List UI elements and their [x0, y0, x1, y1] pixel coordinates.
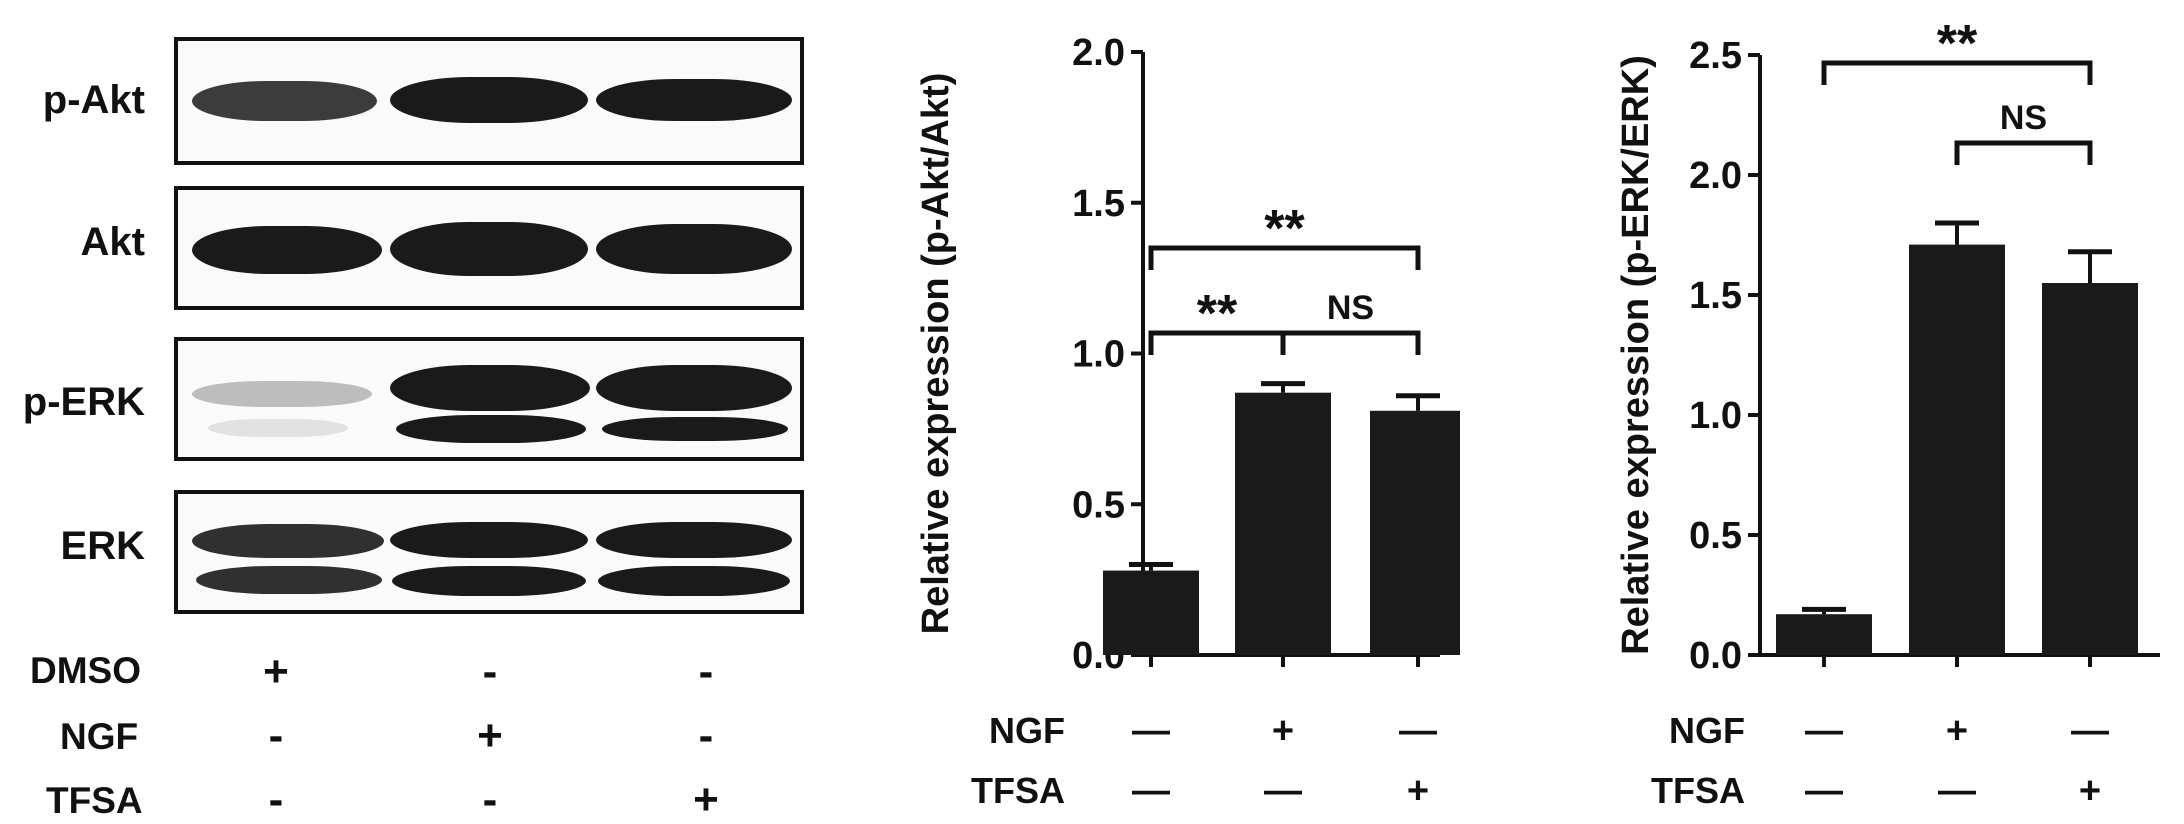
blot-label-p-akt: p-Akt	[42, 78, 145, 122]
blot-band	[392, 566, 586, 596]
y-tick-label: 2.0	[1689, 155, 1742, 197]
blot-band	[192, 381, 372, 407]
blot-band	[390, 365, 590, 411]
blot-band	[596, 522, 792, 558]
blot-label-erk: ERK	[60, 524, 145, 568]
blot-panel-p-erk	[174, 337, 804, 461]
blot-mark: -	[268, 775, 284, 824]
condition-label: TFSA	[1651, 770, 1745, 811]
y-tick-label: 1.0	[1689, 395, 1742, 437]
blot-band	[208, 419, 348, 437]
blot-mark: -	[698, 647, 714, 696]
blot-mark: +	[693, 775, 719, 824]
blot-mark: -	[698, 711, 714, 760]
y-tick-label: 1.5	[1072, 183, 1125, 225]
blot-mark: -	[268, 711, 284, 760]
blot-label-p-erk: p-ERK	[22, 380, 145, 424]
y-axis-label: Relative expression (p-Akt/Akt)	[915, 73, 957, 635]
significance-label: **	[1937, 15, 1978, 73]
blot-band	[192, 81, 377, 121]
blot-condition-tfsa: TFSA	[46, 780, 143, 821]
blot-mark: -	[482, 775, 498, 824]
blot-band	[390, 222, 588, 276]
blot-condition-dmso: DMSO	[30, 650, 141, 691]
blot-label-akt: Akt	[80, 220, 145, 264]
y-axis-label: Relative expression (p-ERK/ERK)	[1615, 55, 1657, 655]
bar-chart-p-erk: Relative expression (p-ERK/ERK) 0.0 0.5 1.0…	[1615, 15, 2160, 812]
condition-label: TFSA	[971, 770, 1065, 811]
bar-chart-p-akt: Relative expression (p-Akt/Akt)0.00.51.0…	[915, 32, 1460, 812]
y-tick-label: 0.5	[1689, 515, 1742, 557]
blot-band	[192, 226, 382, 274]
condition-mark: —	[1399, 710, 1437, 752]
blot-panel-akt	[174, 186, 804, 310]
significance-label: NS	[1327, 289, 1374, 327]
y-tick-label: 0.0	[1689, 635, 1742, 677]
blot-band	[192, 524, 384, 558]
condition-mark: —	[1132, 710, 1170, 752]
blot-panel-p-akt	[174, 37, 804, 165]
condition-mark: —	[1805, 710, 1843, 752]
blot-band	[596, 224, 792, 274]
condition-label: NGF	[1669, 710, 1745, 751]
significance-label: **	[1264, 200, 1305, 258]
condition-mark: —	[1132, 770, 1170, 812]
y-tick-label: 2.0	[1072, 32, 1125, 74]
bar-3	[2042, 283, 2138, 655]
condition-label: NGF	[989, 710, 1065, 751]
blot-band	[396, 415, 586, 443]
y-tick-label: 1.0	[1072, 334, 1125, 376]
bar-3	[1370, 410, 1460, 655]
blot-band	[598, 566, 790, 596]
significance-bracket	[1954, 140, 2093, 165]
y-tick-label: 2.5	[1689, 35, 1742, 77]
bar-1	[1776, 614, 1872, 655]
blot-condition-ngf: NGF	[60, 716, 139, 757]
blot-mark: +	[263, 647, 289, 696]
condition-mark: +	[1407, 770, 1429, 812]
condition-mark: —	[1805, 770, 1843, 812]
y-tick-label: 0.5	[1072, 484, 1125, 526]
condition-mark: +	[1946, 710, 1968, 752]
blot-band	[390, 77, 588, 123]
blot-band	[196, 566, 382, 594]
blot-band	[596, 365, 792, 411]
y-tick-label: 1.5	[1689, 275, 1742, 317]
blot-mark: +	[477, 711, 503, 760]
condition-mark: —	[1264, 770, 1302, 812]
blot-band	[596, 79, 792, 121]
condition-mark: —	[2071, 710, 2109, 752]
significance-bracket	[1148, 245, 1421, 270]
condition-mark: —	[1938, 770, 1976, 812]
significance-bracket	[1821, 60, 2093, 85]
bar-2	[1909, 244, 2005, 655]
condition-mark: +	[2079, 770, 2101, 812]
significance-label: NS	[2000, 99, 2047, 137]
blot-mark: -	[482, 647, 498, 696]
bar-2	[1235, 392, 1331, 655]
blot-band	[602, 417, 788, 441]
condition-mark: +	[1272, 710, 1294, 752]
blot-band	[390, 522, 588, 558]
significance-bracket	[1280, 330, 1421, 355]
bar-1	[1103, 570, 1199, 655]
blot-panel-erk	[174, 490, 804, 614]
significance-label: **	[1197, 285, 1238, 343]
